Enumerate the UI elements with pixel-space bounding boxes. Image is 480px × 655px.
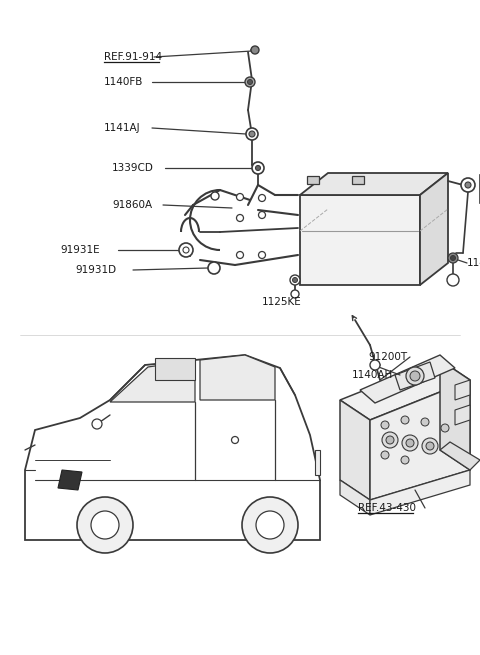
Circle shape: [231, 436, 239, 443]
Polygon shape: [420, 173, 448, 285]
Bar: [307, 176, 319, 184]
Circle shape: [242, 497, 298, 553]
Polygon shape: [340, 400, 370, 500]
Circle shape: [251, 46, 259, 54]
Text: REF.43-430: REF.43-430: [358, 503, 416, 513]
Circle shape: [422, 438, 438, 454]
Text: 91860A: 91860A: [112, 200, 152, 210]
Polygon shape: [340, 480, 370, 515]
Circle shape: [451, 255, 456, 261]
Circle shape: [421, 418, 429, 426]
Circle shape: [406, 367, 424, 385]
Circle shape: [447, 274, 459, 286]
Circle shape: [426, 442, 434, 450]
Circle shape: [386, 436, 394, 444]
Text: 91200T: 91200T: [368, 352, 407, 362]
Circle shape: [248, 79, 252, 84]
Polygon shape: [110, 360, 195, 402]
Circle shape: [381, 421, 389, 429]
Polygon shape: [440, 442, 480, 470]
Circle shape: [259, 212, 265, 219]
Text: 1140AH: 1140AH: [352, 370, 393, 380]
Circle shape: [461, 178, 475, 192]
Circle shape: [291, 290, 299, 298]
Circle shape: [292, 278, 298, 282]
Circle shape: [259, 252, 265, 259]
Circle shape: [237, 214, 243, 221]
Text: 91931D: 91931D: [75, 265, 116, 275]
Circle shape: [448, 253, 458, 263]
Polygon shape: [395, 362, 435, 390]
Text: REF.91-914: REF.91-914: [104, 52, 162, 62]
Text: 1140AH: 1140AH: [467, 258, 480, 268]
Polygon shape: [340, 360, 470, 420]
Circle shape: [245, 77, 255, 87]
Circle shape: [255, 166, 261, 170]
Text: 1339CD: 1339CD: [112, 163, 154, 173]
Circle shape: [211, 192, 219, 200]
Polygon shape: [370, 470, 470, 515]
Circle shape: [179, 243, 193, 257]
Polygon shape: [58, 470, 82, 490]
Circle shape: [465, 182, 471, 188]
Circle shape: [249, 131, 255, 137]
Circle shape: [401, 456, 409, 464]
Circle shape: [183, 247, 189, 253]
Circle shape: [237, 193, 243, 200]
Text: 1141AJ: 1141AJ: [104, 123, 141, 133]
Circle shape: [91, 511, 119, 539]
Circle shape: [256, 511, 284, 539]
Circle shape: [208, 262, 220, 274]
Text: 1140FB: 1140FB: [104, 77, 144, 87]
Circle shape: [259, 195, 265, 202]
Bar: [155, 358, 195, 380]
Text: 91931E: 91931E: [60, 245, 100, 255]
Circle shape: [382, 432, 398, 448]
Polygon shape: [360, 355, 455, 403]
Polygon shape: [455, 380, 470, 400]
Polygon shape: [300, 173, 448, 195]
Circle shape: [381, 451, 389, 459]
Circle shape: [441, 424, 449, 432]
Text: 1125KE: 1125KE: [262, 297, 302, 307]
Circle shape: [77, 497, 133, 553]
Bar: [315, 450, 320, 475]
Polygon shape: [300, 195, 420, 285]
Polygon shape: [455, 405, 470, 425]
Bar: [352, 176, 364, 184]
Circle shape: [410, 371, 420, 381]
Circle shape: [406, 439, 414, 447]
Circle shape: [252, 162, 264, 174]
Circle shape: [401, 416, 409, 424]
Circle shape: [246, 128, 258, 140]
Circle shape: [402, 435, 418, 451]
Circle shape: [92, 419, 102, 429]
Polygon shape: [440, 360, 470, 470]
Circle shape: [290, 275, 300, 285]
Circle shape: [370, 360, 380, 370]
Circle shape: [237, 252, 243, 259]
Polygon shape: [370, 380, 470, 500]
Polygon shape: [200, 355, 275, 400]
Polygon shape: [25, 355, 320, 540]
